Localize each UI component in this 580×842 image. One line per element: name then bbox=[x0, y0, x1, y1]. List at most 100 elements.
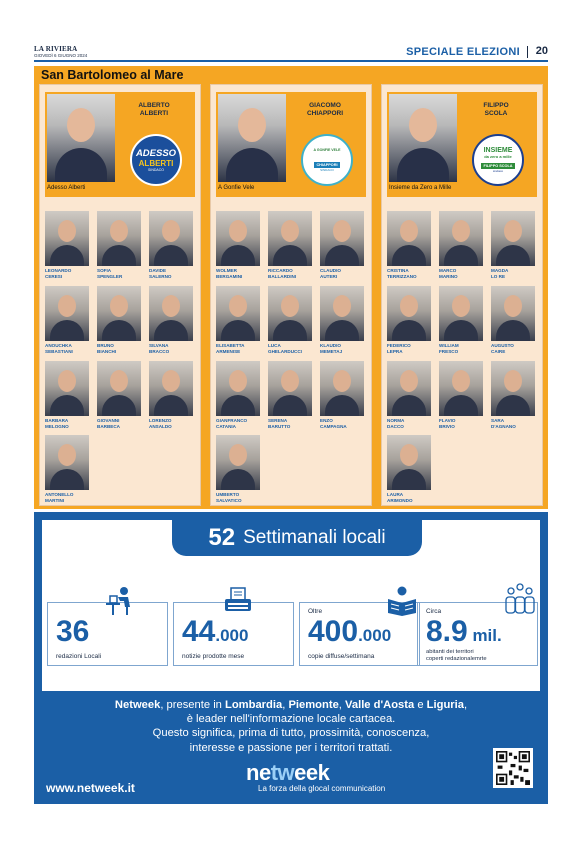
member-photo bbox=[491, 211, 535, 266]
member-photo bbox=[320, 211, 364, 266]
typewriter-icon bbox=[225, 587, 251, 611]
candidate-box: ALBERTO ALBERTI ADESSO ALBERTI SINDACO A… bbox=[45, 92, 195, 197]
list-name: Insieme da Zero a Mille bbox=[389, 185, 452, 191]
member-name: WILLIAM FRESCO bbox=[439, 343, 459, 354]
member-name: KLAUDIO MEMETAJ bbox=[320, 343, 343, 354]
member-name: CRISTINA TERRIZZANO bbox=[387, 268, 417, 279]
stats-panel: 52 Settimanali locali 36 redazioni Local… bbox=[42, 520, 540, 691]
member-photo bbox=[45, 361, 89, 416]
member-photo bbox=[45, 286, 89, 341]
list-column-scola: FILIPPO SCOLA INSIEME da zero a mille FI… bbox=[381, 84, 543, 506]
member-photo bbox=[149, 286, 193, 341]
member-name: ANTONELLO MARTINI bbox=[45, 492, 74, 503]
qr-code-icon[interactable] bbox=[493, 748, 533, 788]
election-section: San Bartolomeo al Mare ALBERTO ALBERTI A… bbox=[34, 66, 548, 509]
member-name: UMBERTO SALVATICO bbox=[216, 492, 242, 503]
member-photo bbox=[320, 286, 364, 341]
member-name: NORMA DACCO bbox=[387, 418, 405, 429]
member-name: LUCA GHELARDUCCI bbox=[268, 343, 302, 354]
member-name: DAVIDE SALERNO bbox=[149, 268, 172, 279]
list-name: Adesso Alberti bbox=[47, 185, 86, 191]
council-member: DAVIDE SALERNO bbox=[149, 211, 195, 284]
member-name: LEONARDO CERESI bbox=[45, 268, 72, 279]
member-name: BARBARA MELOGNO bbox=[45, 418, 69, 429]
promo-banner: 52 Settimanali locali bbox=[172, 520, 422, 556]
stat-prefix: Circa bbox=[426, 608, 442, 615]
member-name: FLAVIO BRIVIO bbox=[439, 418, 456, 429]
member-photo bbox=[149, 211, 193, 266]
member-name: WOLMER BERGAMINI bbox=[216, 268, 243, 279]
header-separator bbox=[527, 46, 528, 58]
council-member: FEDERICO LEPRA bbox=[387, 286, 433, 359]
council-member: CLAUDIO AUTERI bbox=[320, 211, 366, 284]
member-name: ELISABETTA ARMENISE bbox=[216, 343, 245, 354]
council-member: ANOUCHKA SEBASTIANI bbox=[45, 286, 91, 359]
candidate-photo bbox=[47, 94, 115, 182]
council-member: BRUNO BIANCHI bbox=[97, 286, 143, 359]
candidate-photo bbox=[218, 94, 286, 182]
candidate-photo bbox=[389, 94, 457, 182]
people-group-icon bbox=[505, 583, 535, 614]
council-member: LEONARDO CERESI bbox=[45, 211, 91, 284]
list-logo-adesso: ADESSO ALBERTI SINDACO bbox=[130, 134, 182, 186]
council-member: GIOVANNI BARBECA bbox=[97, 361, 143, 434]
council-member: RICCARDO BALLARDINI bbox=[268, 211, 314, 284]
stat-box-abitanti: Circa 8.9 mil. abitanti dei territori co… bbox=[417, 583, 538, 666]
member-photo bbox=[387, 286, 431, 341]
member-photo bbox=[45, 211, 89, 266]
council-member: LUCA GHELARDUCCI bbox=[268, 286, 314, 359]
netweek-advert: 52 Settimanali locali 36 redazioni Local… bbox=[34, 512, 548, 804]
member-photo bbox=[439, 211, 483, 266]
list-logo-vele: A GONFIE VELE CHIAPPORI SINDACO bbox=[301, 134, 353, 186]
council-member: SILVANA BRACCO bbox=[149, 286, 195, 359]
stat-box-notizie: 44.000 notizie prodotte mese bbox=[173, 587, 294, 666]
member-name: LAURA ARIMONDO bbox=[387, 492, 413, 503]
qr-code-graphic bbox=[496, 751, 530, 785]
banner-number: 52 bbox=[208, 524, 236, 551]
member-photo bbox=[268, 361, 312, 416]
council-member: SERENA BARUTTO bbox=[268, 361, 314, 434]
member-photo bbox=[149, 361, 193, 416]
member-name: ENZO CAMPAGNA bbox=[320, 418, 347, 429]
stat-caption: notizie prodotte mese bbox=[182, 653, 245, 660]
council-member: FLAVIO BRIVIO bbox=[439, 361, 485, 434]
list-column-alberti: ALBERTO ALBERTI ADESSO ALBERTI SINDACO A… bbox=[39, 84, 201, 506]
council-member: LORENZO ANSALDO bbox=[149, 361, 195, 434]
brand-tagline: La forza della glocal communication bbox=[258, 784, 386, 793]
member-name: BRUNO BIANCHI bbox=[97, 343, 117, 354]
stat-value: 44.000 bbox=[182, 615, 249, 648]
stat-box-copie: Oltre 400.000 copie diffuse/settimana bbox=[299, 586, 420, 666]
banner-text: Settimanali locali bbox=[243, 527, 386, 548]
stat-value: 8.9 mil. bbox=[426, 615, 502, 648]
council-member: ELISABETTA ARMENISE bbox=[216, 286, 262, 359]
member-photo bbox=[387, 361, 431, 416]
member-photo bbox=[439, 286, 483, 341]
member-name: AUGUSTO CAIRE bbox=[491, 343, 514, 354]
stat-caption: abitanti dei territori coperti redaziona… bbox=[426, 649, 487, 662]
netweek-logo: netweek La forza della glocal communicat… bbox=[246, 760, 386, 793]
member-name: MAGDA LO RE bbox=[491, 268, 509, 279]
council-member: UMBERTO SALVATICO bbox=[216, 435, 262, 508]
member-name: FEDERICO LEPRA bbox=[387, 343, 411, 354]
candidate-box: GIACOMO CHIAPPORI A GONFIE VELE CHIAPPOR… bbox=[216, 92, 366, 197]
stat-value: 400.000 bbox=[308, 615, 392, 648]
website-link[interactable]: www.netweek.it bbox=[46, 781, 135, 795]
stat-prefix: Oltre bbox=[308, 608, 323, 615]
member-photo bbox=[97, 286, 141, 341]
council-member: KLAUDIO MEMETAJ bbox=[320, 286, 366, 359]
member-name: SILVANA BRACCO bbox=[149, 343, 170, 354]
member-photo bbox=[216, 435, 260, 490]
member-name: RICCARDO BALLARDINI bbox=[268, 268, 297, 279]
member-name: SERENA BARUTTO bbox=[268, 418, 291, 429]
newspaper-reader-icon bbox=[388, 586, 416, 616]
member-photo bbox=[216, 211, 260, 266]
council-member: SARA D'AGNANO bbox=[491, 361, 537, 434]
council-member: GIANFRANCO CATANIA bbox=[216, 361, 262, 434]
publication-date: GIOVEDÌ 6 GIUGNO 2024 bbox=[34, 53, 88, 58]
section-title: SPECIALE ELEZIONI bbox=[406, 46, 520, 58]
candidate-box: FILIPPO SCOLA INSIEME da zero a mille FI… bbox=[387, 92, 537, 197]
stat-caption: copie diffuse/settimana bbox=[308, 653, 375, 660]
member-name: ANOUCHKA SEBASTIANI bbox=[45, 343, 73, 354]
council-member: MAGDA LO RE bbox=[491, 211, 537, 284]
promo-description: Netweek, presente in Lombardia, Piemonte… bbox=[114, 699, 468, 754]
